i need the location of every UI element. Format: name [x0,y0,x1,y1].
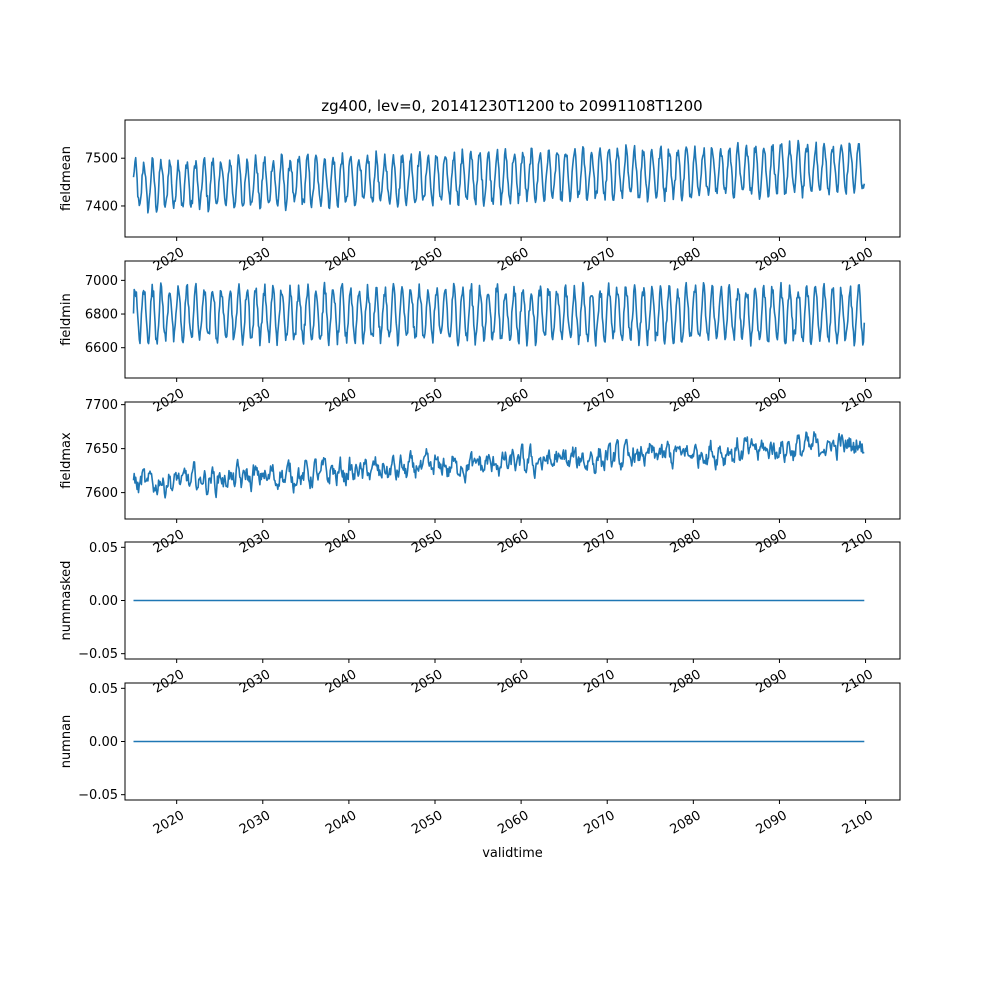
x-tick-label: 2050 [409,386,445,416]
y-tick-label: −0.05 [78,788,118,803]
x-tick-label: 2050 [409,245,445,275]
x-tick-label: 2020 [151,808,187,838]
series-line-fieldmean [132,139,866,214]
plot-frame [124,119,901,238]
subplot-fieldmin: 6600 6800 7000 2020 2030 2040 2050 2060 2070 2080… [59,260,901,416]
y-tick-label: 7700 [85,398,118,413]
x-tick-label: 2100 [840,245,876,275]
y-axis-label: nummasked [59,561,74,641]
x-axis-label: validtime [482,846,543,861]
x-tick-label: 2030 [237,667,273,697]
x-tick-label: 2080 [668,386,704,416]
chart-title: zg400, lev=0, 20141230T1200 to 20991108T… [321,97,702,115]
y-axis-label: fieldmax [59,432,74,489]
x-tick-label: 2080 [668,808,704,838]
y-axis-label: fieldmin [59,293,74,346]
subplot-numnan: −0.05 0.00 0.05 2020 2030 2040 2050 2060 2070 208… [59,682,901,861]
series-line-fieldmax [132,431,865,499]
y-tick-label: 6800 [85,308,118,323]
x-tick-label: 2040 [323,245,359,275]
x-tick-label: 2060 [495,245,531,275]
plot-frame [124,260,901,379]
x-tick-label: 2040 [323,667,359,697]
subplot-nummasked: −0.05 0.00 0.05 2020 2030 2040 2050 2060 2070 208… [59,541,901,697]
x-tick-label: 2080 [668,667,704,697]
x-tick-label: 2070 [581,808,617,838]
y-tick-label: 0.00 [89,735,118,750]
x-tick-label: 2100 [840,667,876,697]
series-line-fieldmin [132,281,866,347]
x-tick-label: 2070 [581,245,617,275]
plot-frame [124,401,901,520]
x-tick-label: 2090 [754,386,790,416]
x-tick-label: 2100 [840,386,876,416]
y-axis-label: numnan [59,715,74,769]
x-tick-label: 2060 [495,667,531,697]
x-tick-label: 2020 [151,667,187,697]
x-tick-label: 2040 [323,386,359,416]
y-axis-label: fieldmean [59,146,74,211]
x-tick-label: 2080 [668,245,704,275]
x-tick-label: 2050 [409,667,445,697]
y-tick-label: −0.05 [78,647,118,662]
y-tick-label: 7500 [85,152,118,167]
y-tick-label: 7000 [85,274,118,289]
y-tick-label: 0.05 [89,541,118,556]
x-tick-label: 2070 [581,667,617,697]
x-tick-label: 2060 [495,386,531,416]
x-tick-label: 2090 [754,245,790,275]
subplot-fieldmean: 7400 7500 2020 2030 2040 2050 2060 2070 2080 2090… [59,119,901,275]
y-tick-label: 0.00 [89,594,118,609]
y-tick-label: 6600 [85,341,118,356]
x-tick-label: 2030 [237,808,273,838]
subplots: 7400 7500 2020 2030 2040 2050 2060 2070 2080 2090… [59,119,901,861]
x-tick-label: 2060 [495,808,531,838]
x-tick-label: 2030 [237,245,273,275]
x-tick-label: 2070 [581,386,617,416]
x-tick-label: 2040 [323,808,359,838]
x-tick-label: 2020 [151,245,187,275]
y-tick-label: 7650 [85,442,118,457]
y-tick-label: 7400 [85,199,118,214]
y-tick-label: 7600 [85,486,118,501]
x-tick-label: 2090 [754,667,790,697]
x-tick-label: 2090 [754,808,790,838]
y-tick-label: 0.05 [89,682,118,697]
x-tick-label: 2050 [409,808,445,838]
x-tick-label: 2030 [237,386,273,416]
x-tick-label: 2020 [151,386,187,416]
x-tick-label: 2100 [840,808,876,838]
